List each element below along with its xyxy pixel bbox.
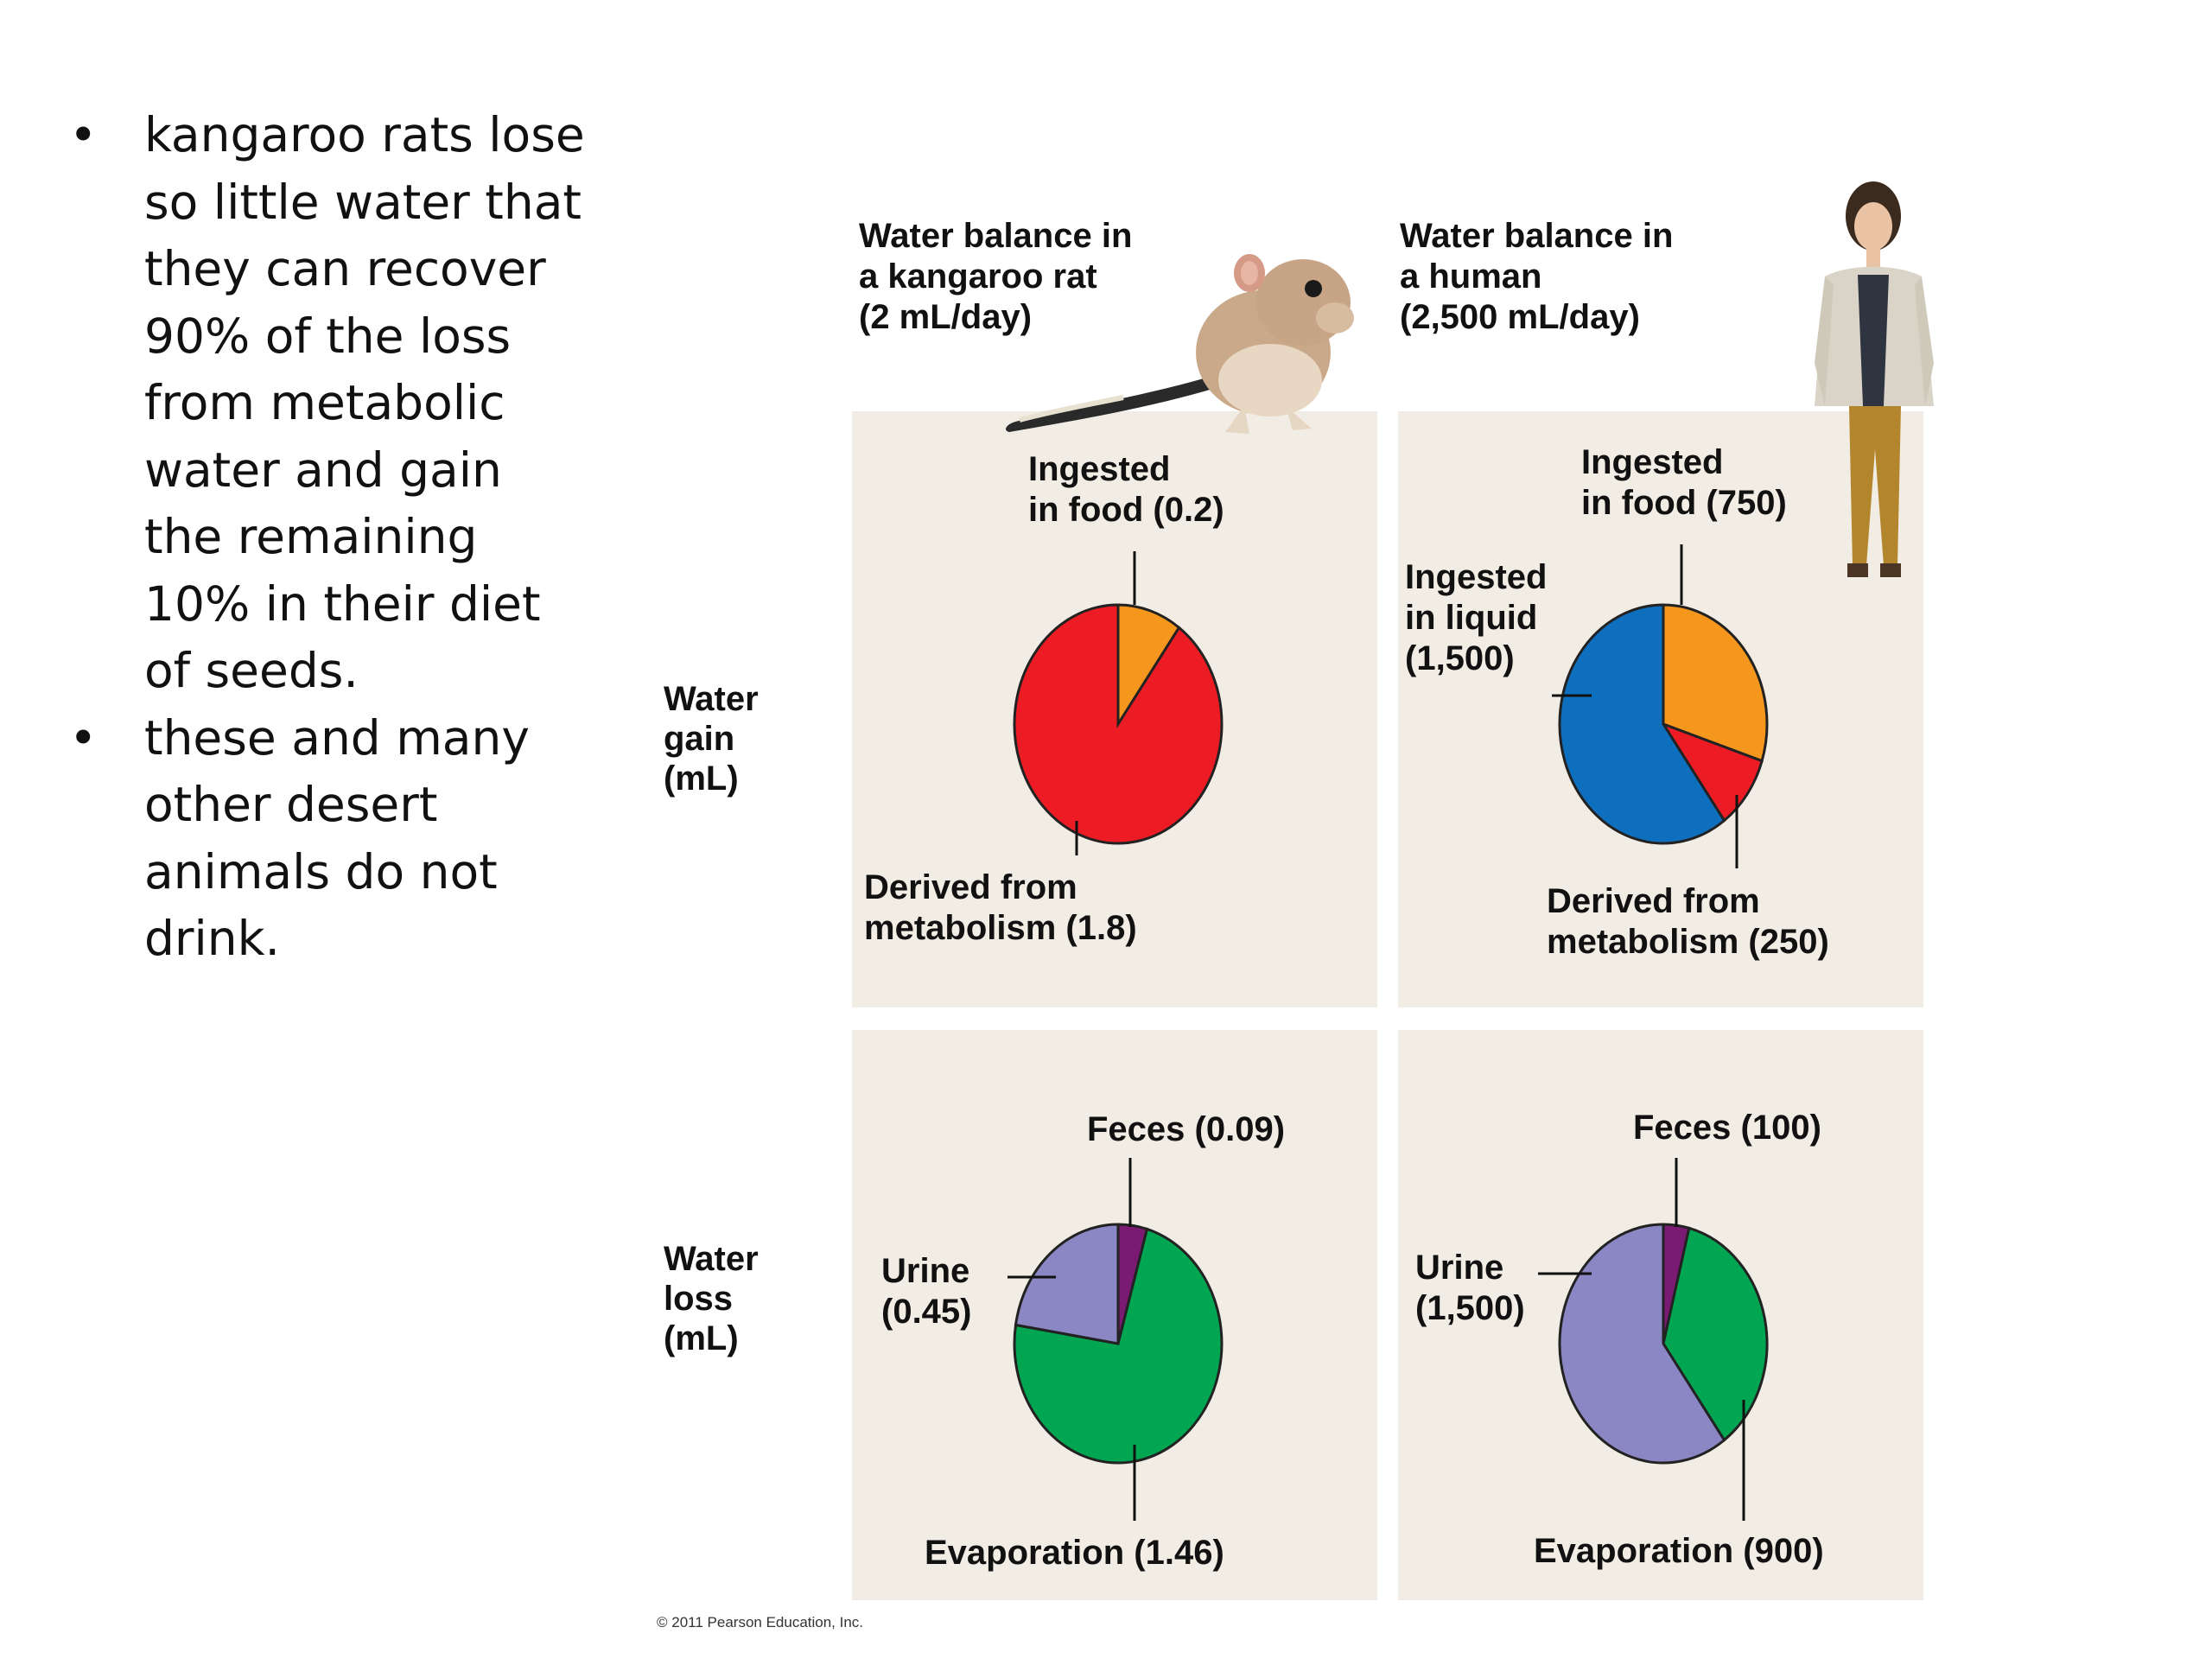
bullet-dot: • [69, 107, 98, 162]
pie-rat-loss [1013, 1223, 1224, 1465]
slice-label-metabolism: Derived from metabolism (250) [1547, 882, 1829, 961]
bullet-line: drink. [144, 911, 280, 966]
labels-rat-loss: Feces (0.09) Urine (0.45) Evaporation (1… [881, 1110, 1285, 1572]
slice-liquid [1558, 603, 1726, 845]
bullet-line: 10% in their diet [144, 575, 541, 632]
bullet-line: they can recover [144, 241, 546, 296]
pie-human-loss [1558, 1223, 1769, 1465]
copyright-notice: © 2011 Pearson Education, Inc. [657, 1614, 864, 1630]
row-label-loss: Water loss (mL) [664, 1240, 768, 1357]
labels-human-loss: Feces (100) Urine (1,500) Evaporation (9… [1415, 1109, 1824, 1570]
slice-label-feces: Feces (0.09) [1087, 1110, 1285, 1148]
slice-label-urine: Urine (0.45) [881, 1252, 979, 1331]
slice-label-feces: Feces (100) [1633, 1109, 1821, 1147]
kangaroo-rat-illustration [1006, 254, 1354, 434]
bullet-line: 90% of the loss [144, 308, 512, 364]
slice-label-metabolism: Derived from metabolism (1.8) [864, 868, 1137, 947]
labels-human-gain: Ingested in food (750) Ingested in liqui… [1405, 443, 1829, 961]
slice-label-food: Ingested in food (0.2) [1028, 450, 1224, 529]
slice-label-evaporation: Evaporation (900) [1534, 1532, 1824, 1570]
bullet-item: • these and many other desert animals do… [69, 705, 588, 973]
human-illustration [1815, 181, 1934, 577]
bullet-line: animals do not [144, 843, 498, 899]
labels-rat-gain: Ingested in food (0.2) Derived from meta… [864, 450, 1224, 947]
column-title-rat: Water balance in a kangaroo rat (2 mL/da… [859, 217, 1142, 336]
bullet-line: other desert [144, 777, 438, 832]
slice-label-liquid: Ingested in liquid (1,500) [1405, 558, 1557, 677]
bullet-line: water and gain [144, 442, 502, 498]
bullet-list: • kangaroo rats lose so little water tha… [69, 102, 588, 973]
bullet-line: of seeds. [144, 643, 359, 698]
slice-metabolism [1013, 603, 1224, 845]
bullet-line: these and many [144, 709, 530, 766]
pie-rat-gain [1013, 603, 1224, 845]
bullet-dot: • [69, 709, 98, 766]
bullet-line: the remaining [144, 509, 478, 564]
slice-urine [1558, 1223, 1726, 1465]
bullet-line: from metabolic [144, 375, 505, 430]
bullet-line: so little water that [144, 174, 582, 230]
bullet-line: kangaroo rats lose [144, 107, 585, 162]
slice-urine [1014, 1223, 1120, 1345]
slice-label-food: Ingested in food (750) [1581, 443, 1787, 522]
slice-food [1662, 603, 1769, 763]
bullet-item: • kangaroo rats lose so little water tha… [69, 102, 588, 705]
column-title-human: Water balance in a human (2,500 mL/day) [1400, 217, 1683, 336]
slice-evaporation [1662, 1226, 1769, 1442]
slice-evaporation [1013, 1227, 1224, 1465]
slice-label-evaporation: Evaporation (1.46) [925, 1534, 1224, 1572]
slice-label-urine: Urine (1,500) [1415, 1249, 1525, 1327]
row-label-gain: Water gain (mL) [664, 680, 768, 798]
